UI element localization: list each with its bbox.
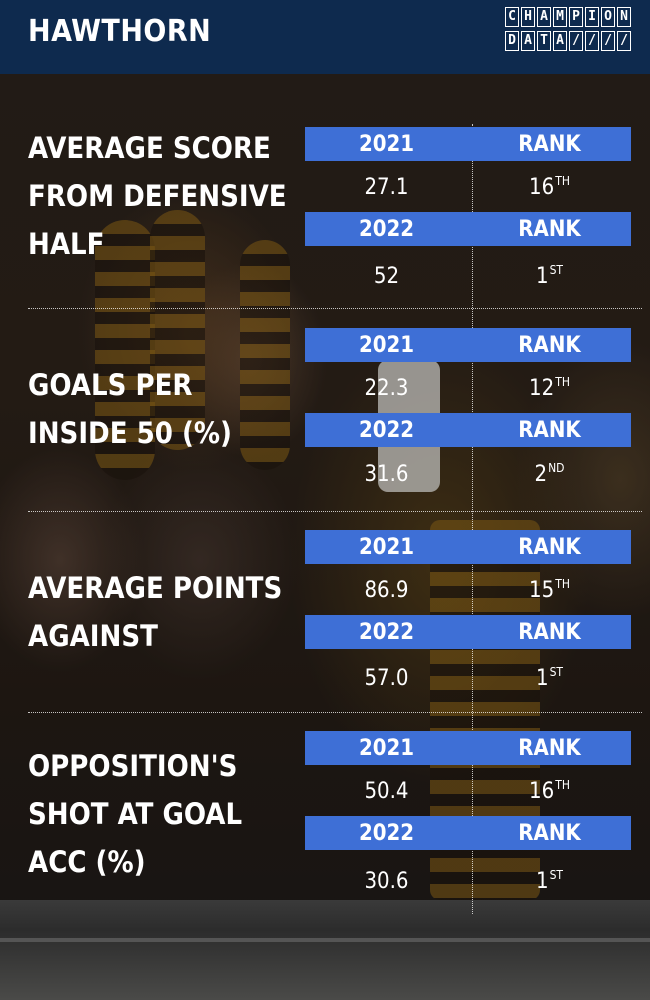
year-label: 2021 [358,735,415,761]
year-band-2022: 2022 RANK [305,615,631,649]
value-row-2022: 57.0 1ST [305,656,631,700]
stat-value: 22.3 [364,375,409,401]
year-label: 2021 [358,534,415,560]
value-row-2021: 50.4 16TH [305,769,631,813]
year-band-2022: 2022 RANK [305,413,631,447]
value-row-2021: 22.3 12TH [305,366,631,410]
rank-header: RANK [518,820,581,846]
team-title: HAWTHORN [28,14,212,49]
year-band-2022: 2022 RANK [305,212,631,246]
rank-value: 1ST [535,263,564,289]
value-row-2022: 31.6 2ND [305,452,631,496]
stat-label: OPPOSITION'S SHOT AT GOAL ACC (%) [28,749,243,879]
year-band-2022: 2022 RANK [305,816,631,850]
champion-data-logo: C H A M P I O N D A T A / / / / [505,7,631,55]
rank-header: RANK [518,534,581,560]
rank-value: 12TH [529,375,570,401]
year-label: 2022 [358,619,415,645]
stat-label: GOALS PER INSIDE 50 (%) [28,368,232,450]
stat-value: 50.4 [364,778,409,804]
year-label: 2021 [358,131,415,157]
year-band-2021: 2021 RANK [305,530,631,564]
section-divider [28,712,642,713]
stat-value: 31.6 [364,461,409,487]
year-label: 2022 [358,417,415,443]
rank-value: 2ND [534,461,565,487]
stat-value: 57.0 [364,665,409,691]
section-divider [28,308,642,309]
value-row-2021: 27.1 16TH [305,165,631,209]
year-label: 2022 [358,820,415,846]
section-divider [28,511,642,512]
rank-value: 1ST [535,665,564,691]
year-label: 2022 [358,216,415,242]
stat-section-points-against: AVERAGE POINTS AGAINST 2021 RANK 86.9 15… [0,526,650,727]
stat-section-defensive-half: AVERAGE SCORE FROM DEFENSIVE HALF 2021 R… [0,124,650,325]
rank-header: RANK [518,332,581,358]
rank-header: RANK [518,417,581,443]
logo-row-data: D A T A / / / / [505,31,631,51]
rank-value: 16TH [529,174,570,200]
rank-value: 1ST [535,868,564,894]
header-bar: HAWTHORN C H A M P I O N D A T A / / / / [0,0,650,74]
stat-label: AVERAGE POINTS AGAINST [28,571,283,653]
stat-value: 86.9 [364,577,409,603]
year-band-2021: 2021 RANK [305,731,631,765]
rank-value: 15TH [529,577,570,603]
stat-label: AVERAGE SCORE FROM DEFENSIVE HALF [28,131,287,261]
stat-section-opposition-accuracy: OPPOSITION'S SHOT AT GOAL ACC (%) 2021 R… [0,728,650,929]
rank-header: RANK [518,735,581,761]
rank-header: RANK [518,131,581,157]
stat-section-goals-per-inside-50: GOALS PER INSIDE 50 (%) 2021 RANK 22.3 1… [0,325,650,526]
column-divider [472,124,473,914]
year-band-2021: 2021 RANK [305,127,631,161]
year-band-2021: 2021 RANK [305,328,631,362]
rank-value: 16TH [529,778,570,804]
logo-row-champion: C H A M P I O N [505,7,631,27]
stat-value: 52 [373,263,400,289]
rank-header: RANK [518,216,581,242]
rank-header: RANK [518,619,581,645]
value-row-2021: 86.9 15TH [305,568,631,612]
value-row-2022: 52 1ST [305,254,631,298]
stat-value: 27.1 [364,174,409,200]
stat-value: 30.6 [364,868,409,894]
value-row-2022: 30.6 1ST [305,859,631,903]
year-label: 2021 [358,332,415,358]
